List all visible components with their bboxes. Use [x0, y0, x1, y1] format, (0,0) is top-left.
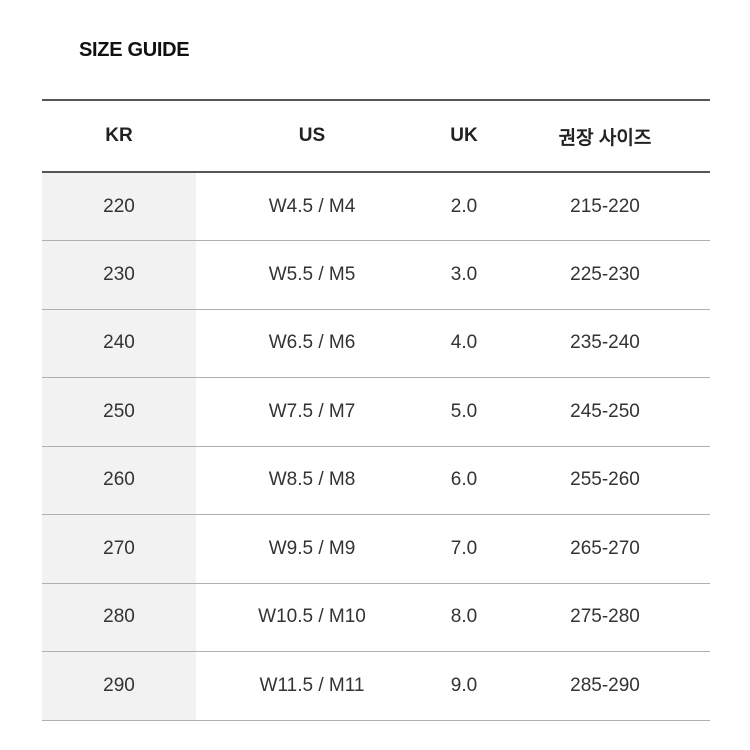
- cell-kr: 290: [42, 651, 196, 721]
- table-row: 230 W5.5 / M5 3.0 225-230: [42, 240, 710, 310]
- cell-us: W9.5 / M9: [196, 514, 428, 584]
- cell-uk: 5.0: [428, 377, 500, 447]
- cell-uk: 7.0: [428, 514, 500, 584]
- cell-us: W8.5 / M8: [196, 446, 428, 515]
- table-row: 270 W9.5 / M9 7.0 265-270: [42, 514, 710, 584]
- header-us: US: [196, 99, 428, 173]
- cell-recommended: 275-280: [500, 583, 710, 652]
- cell-us: W11.5 / M11: [196, 651, 428, 721]
- cell-kr: 280: [42, 583, 196, 652]
- cell-recommended: 215-220: [500, 172, 710, 241]
- cell-kr: 260: [42, 446, 196, 515]
- cell-us: W4.5 / M4: [196, 172, 428, 241]
- cell-kr: 240: [42, 309, 196, 378]
- table-row: 290 W11.5 / M11 9.0 285-290: [42, 651, 710, 721]
- cell-us: W5.5 / M5: [196, 240, 428, 310]
- cell-kr: 250: [42, 377, 196, 447]
- cell-uk: 8.0: [428, 583, 500, 652]
- table-row: 250 W7.5 / M7 5.0 245-250: [42, 377, 710, 447]
- cell-recommended: 255-260: [500, 446, 710, 515]
- cell-uk: 4.0: [428, 309, 500, 378]
- cell-recommended: 245-250: [500, 377, 710, 447]
- cell-uk: 6.0: [428, 446, 500, 515]
- cell-recommended: 265-270: [500, 514, 710, 584]
- page-title: SIZE GUIDE: [79, 39, 190, 61]
- cell-uk: 9.0: [428, 651, 500, 721]
- cell-recommended: 235-240: [500, 309, 710, 378]
- cell-uk: 3.0: [428, 240, 500, 310]
- table-row: 220 W4.5 / M4 2.0 215-220: [42, 172, 710, 241]
- cell-us: W6.5 / M6: [196, 309, 428, 378]
- header-kr: KR: [42, 99, 196, 173]
- table-row: 260 W8.5 / M8 6.0 255-260: [42, 446, 710, 515]
- header-recommended: 권장 사이즈: [500, 99, 710, 173]
- cell-kr: 230: [42, 240, 196, 310]
- cell-kr: 220: [42, 172, 196, 241]
- table-header-row: KR US UK 권장 사이즈: [42, 99, 710, 173]
- size-guide-table: KR US UK 권장 사이즈 220 W4.5 / M4 2.0 215-220 23…: [42, 99, 710, 721]
- header-uk: UK: [428, 99, 500, 173]
- cell-us: W10.5 / M10: [196, 583, 428, 652]
- cell-recommended: 285-290: [500, 651, 710, 721]
- cell-us: W7.5 / M7: [196, 377, 428, 447]
- table-row: 240 W6.5 / M6 4.0 235-240: [42, 309, 710, 378]
- table-row: 280 W10.5 / M10 8.0 275-280: [42, 583, 710, 652]
- cell-recommended: 225-230: [500, 240, 710, 310]
- cell-uk: 2.0: [428, 172, 500, 241]
- cell-kr: 270: [42, 514, 196, 584]
